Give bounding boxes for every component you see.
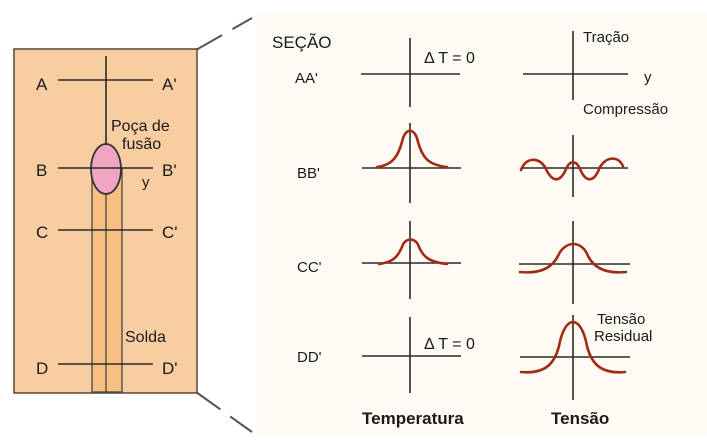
- temperature-curve-cc: [377, 238, 449, 266]
- row-label-dd: DD': [297, 349, 322, 366]
- plate-y-axis-label: y: [142, 174, 150, 191]
- section-label-b: B: [36, 161, 47, 180]
- connector-line-top: [195, 17, 253, 51]
- compression-label: Compressão: [583, 101, 668, 118]
- stress-curve-dd: [519, 320, 627, 374]
- section-label-b-prime: B': [162, 161, 177, 180]
- row-label-aa: AA': [295, 70, 318, 87]
- stress-plot-dd: [519, 315, 630, 400]
- traction-label: Tração: [583, 29, 629, 46]
- residual-stress-label-line1: Tensão: [597, 311, 645, 328]
- stress-curve-cc: [518, 242, 628, 274]
- weld-pool: [90, 143, 122, 195]
- weld-label: Solda: [125, 329, 166, 346]
- connector-line-bottom: [195, 391, 253, 433]
- section-label-d-prime: D': [162, 359, 178, 378]
- residual-stress-label-line2: Residual: [594, 328, 652, 345]
- section-header: SEÇÃO: [272, 33, 332, 52]
- section-label-d: D: [36, 359, 48, 378]
- delta-t-label-dd: Δ T = 0: [424, 336, 475, 353]
- weld-pool-label-line2: fusão: [122, 136, 161, 153]
- stress-y-label: y: [644, 69, 652, 86]
- row-label-bb: BB': [297, 165, 320, 182]
- temperature-plot-dd: [362, 317, 461, 393]
- stress-plot-bb: [519, 135, 628, 197]
- stress-plot-aa: [523, 31, 628, 100]
- temperature-plot-aa: [361, 38, 460, 107]
- temperature-heading: Temperatura: [362, 409, 464, 428]
- section-label-a-prime: A': [162, 75, 177, 94]
- section-label-a: A: [36, 75, 48, 94]
- weld-bead: [91, 167, 123, 393]
- stress-heading: Tensão: [551, 409, 609, 428]
- section-label-c-prime: C': [162, 223, 178, 242]
- delta-t-label-aa: Δ T = 0: [424, 50, 475, 67]
- stress-plot-cc: [518, 221, 630, 304]
- weld-pool-label-line1: Poça de: [111, 118, 170, 135]
- section-label-c: C: [36, 223, 48, 242]
- temperature-plot-cc: [362, 221, 461, 299]
- temperature-plot-bb: [362, 123, 461, 203]
- panel-background: [257, 12, 707, 437]
- stress-curve-bb: [519, 157, 625, 181]
- temperature-curve-bb: [375, 129, 449, 169]
- row-label-cc: CC': [297, 259, 322, 276]
